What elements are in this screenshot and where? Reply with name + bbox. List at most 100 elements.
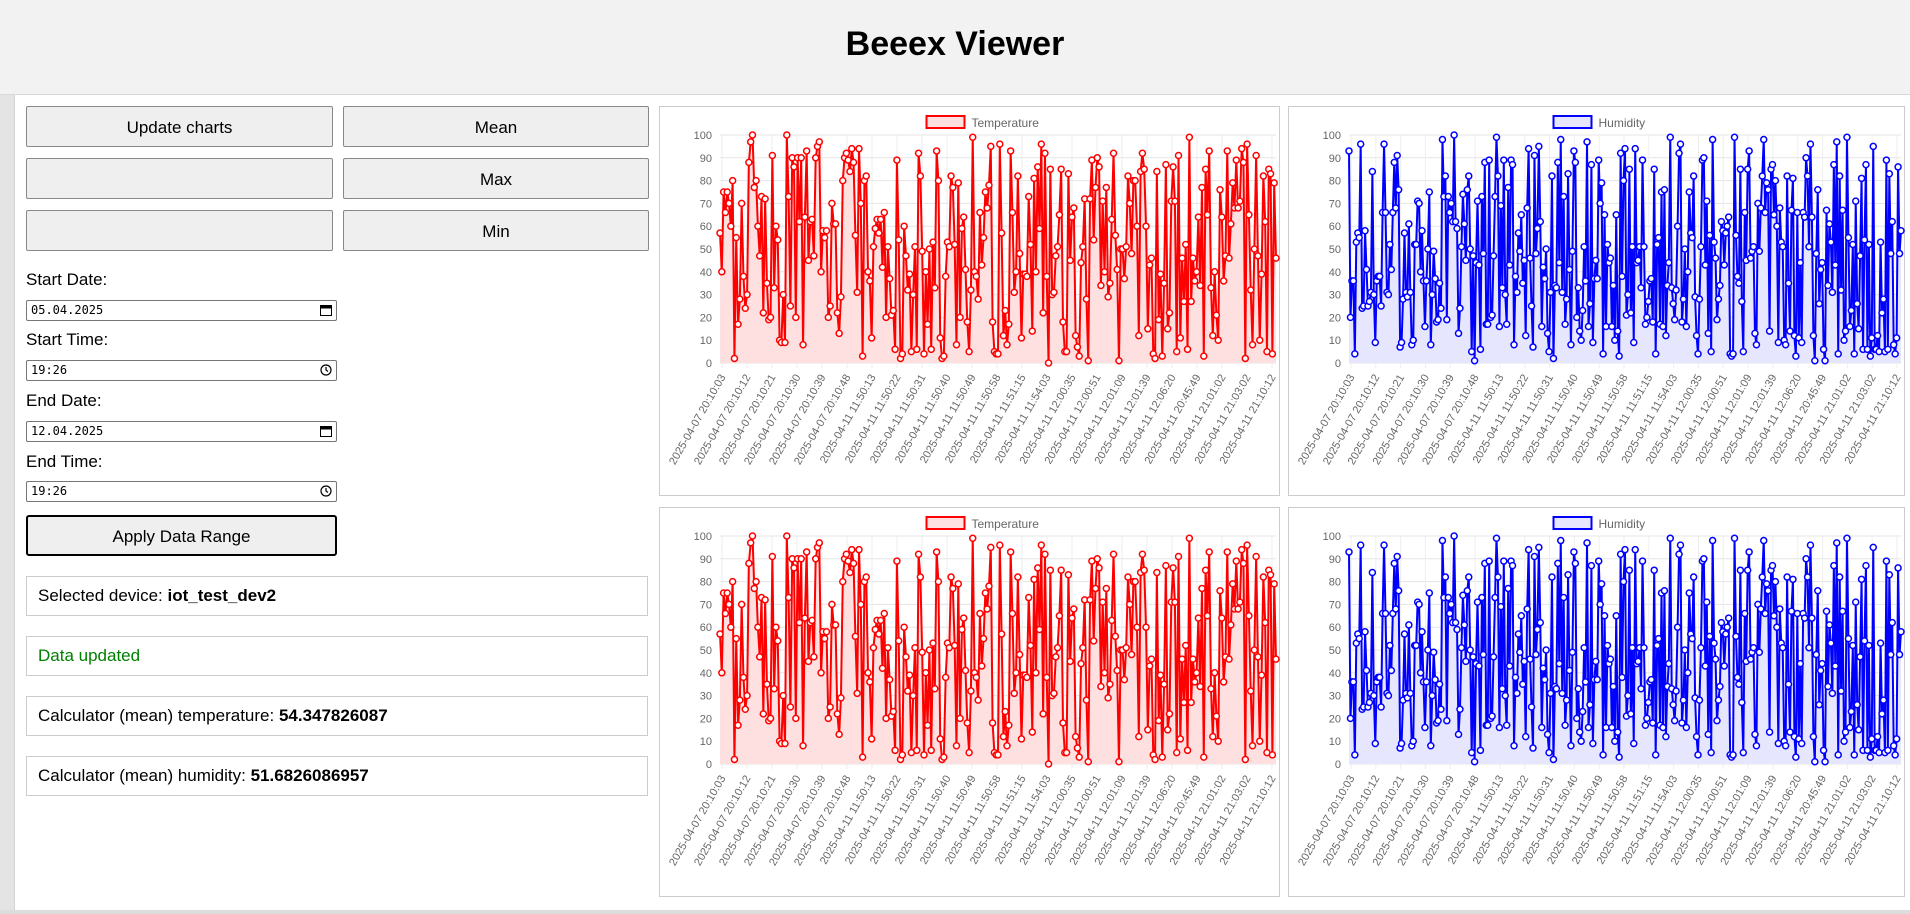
data-point[interactable] xyxy=(1425,188,1434,196)
data-point[interactable] xyxy=(1608,322,1616,331)
data-point[interactable] xyxy=(1570,548,1578,556)
data-point[interactable] xyxy=(1815,299,1823,308)
data-point[interactable] xyxy=(1070,204,1078,212)
data-point[interactable] xyxy=(783,131,791,139)
data-point[interactable] xyxy=(779,691,787,700)
data-point[interactable] xyxy=(1764,586,1772,595)
data-point[interactable] xyxy=(1028,327,1037,335)
data-point[interactable] xyxy=(1599,751,1607,759)
data-point[interactable] xyxy=(1381,609,1390,618)
data-point[interactable] xyxy=(783,532,791,540)
data-point[interactable] xyxy=(1805,643,1813,652)
data-point[interactable] xyxy=(1156,270,1165,278)
data-point[interactable] xyxy=(1465,573,1473,581)
data-point[interactable] xyxy=(734,721,742,729)
data-point[interactable] xyxy=(1001,707,1009,716)
data-point[interactable] xyxy=(936,334,944,342)
data-point[interactable] xyxy=(1540,675,1549,684)
data-point[interactable] xyxy=(1701,662,1710,670)
data-point[interactable] xyxy=(1012,669,1020,677)
data-point[interactable] xyxy=(1891,751,1899,759)
data-point[interactable] xyxy=(1621,545,1629,554)
data-point[interactable] xyxy=(828,199,836,208)
data-point[interactable] xyxy=(1770,612,1778,620)
data-point[interactable] xyxy=(1895,249,1904,258)
data-point[interactable] xyxy=(820,634,829,643)
data-point[interactable] xyxy=(1505,261,1514,269)
data-point[interactable] xyxy=(1431,274,1439,283)
data-point[interactable] xyxy=(1488,311,1496,319)
data-point[interactable] xyxy=(1535,142,1543,151)
data-point[interactable] xyxy=(1524,545,1533,554)
data-point[interactable] xyxy=(846,568,854,577)
data-point[interactable] xyxy=(1349,678,1358,686)
data-point[interactable] xyxy=(799,341,807,349)
data-point[interactable] xyxy=(790,564,798,572)
data-point[interactable] xyxy=(1784,279,1793,287)
data-point[interactable] xyxy=(1052,653,1060,661)
data-point[interactable] xyxy=(1200,753,1208,761)
data-point[interactable] xyxy=(779,290,787,299)
data-point[interactable] xyxy=(784,192,793,201)
data-point[interactable] xyxy=(723,188,731,196)
data-point[interactable] xyxy=(1059,719,1067,727)
data-point[interactable] xyxy=(1516,648,1524,657)
data-point[interactable] xyxy=(1055,612,1064,620)
data-point[interactable] xyxy=(1797,739,1806,748)
data-point[interactable] xyxy=(1853,299,1861,308)
data-point[interactable] xyxy=(1524,144,1533,153)
data-point[interactable] xyxy=(1624,290,1632,299)
data-point[interactable] xyxy=(1356,140,1365,148)
data-point[interactable] xyxy=(1491,593,1499,602)
data-point[interactable] xyxy=(1194,614,1203,622)
data-point[interactable] xyxy=(1612,612,1620,620)
data-point[interactable] xyxy=(1180,698,1188,707)
data-point[interactable] xyxy=(1476,746,1485,755)
data-point[interactable] xyxy=(1722,630,1730,638)
data-point[interactable] xyxy=(1497,201,1505,210)
data-point[interactable] xyxy=(1370,691,1378,700)
data-point[interactable] xyxy=(1523,605,1531,613)
data-point[interactable] xyxy=(1237,144,1246,153)
data-point[interactable] xyxy=(1796,659,1804,668)
data-point[interactable] xyxy=(1093,555,1102,563)
data-point[interactable] xyxy=(1575,327,1584,335)
data-point[interactable] xyxy=(1586,299,1594,308)
data-point[interactable] xyxy=(1612,211,1620,219)
data-point[interactable] xyxy=(1584,322,1593,331)
data-point[interactable] xyxy=(1600,612,1609,620)
data-point[interactable] xyxy=(1514,630,1523,638)
data-point[interactable] xyxy=(931,685,939,693)
data-point[interactable] xyxy=(1565,265,1574,274)
data-point[interactable] xyxy=(1460,621,1469,629)
data-point[interactable] xyxy=(1015,249,1024,258)
data-point[interactable] xyxy=(913,345,921,354)
data-point[interactable] xyxy=(1107,215,1116,224)
data-point[interactable] xyxy=(1501,691,1509,700)
data-point[interactable] xyxy=(999,331,1008,340)
data-point[interactable] xyxy=(1539,263,1547,271)
data-point[interactable] xyxy=(1003,742,1011,750)
data-point[interactable] xyxy=(1144,726,1152,734)
data-point[interactable] xyxy=(900,222,908,230)
data-point[interactable] xyxy=(766,313,775,322)
data-point[interactable] xyxy=(1473,598,1482,606)
data-point[interactable] xyxy=(1869,142,1877,151)
data-point[interactable] xyxy=(1806,140,1815,148)
data-point[interactable] xyxy=(1252,151,1260,160)
data-point[interactable] xyxy=(1248,742,1257,750)
data-point[interactable] xyxy=(1838,607,1847,615)
data-point[interactable] xyxy=(1659,723,1667,732)
data-point[interactable] xyxy=(1720,662,1729,670)
data-point[interactable] xyxy=(961,265,970,274)
mean-button[interactable]: Mean xyxy=(343,106,649,147)
data-point[interactable] xyxy=(1380,140,1388,148)
data-point[interactable] xyxy=(927,345,935,354)
data-point[interactable] xyxy=(1833,138,1841,146)
data-point[interactable] xyxy=(1494,573,1502,581)
data-point[interactable] xyxy=(1237,545,1246,554)
data-point[interactable] xyxy=(1479,650,1488,659)
data-point[interactable] xyxy=(1400,630,1409,638)
data-point[interactable] xyxy=(1044,760,1053,768)
data-point[interactable] xyxy=(1387,666,1396,675)
